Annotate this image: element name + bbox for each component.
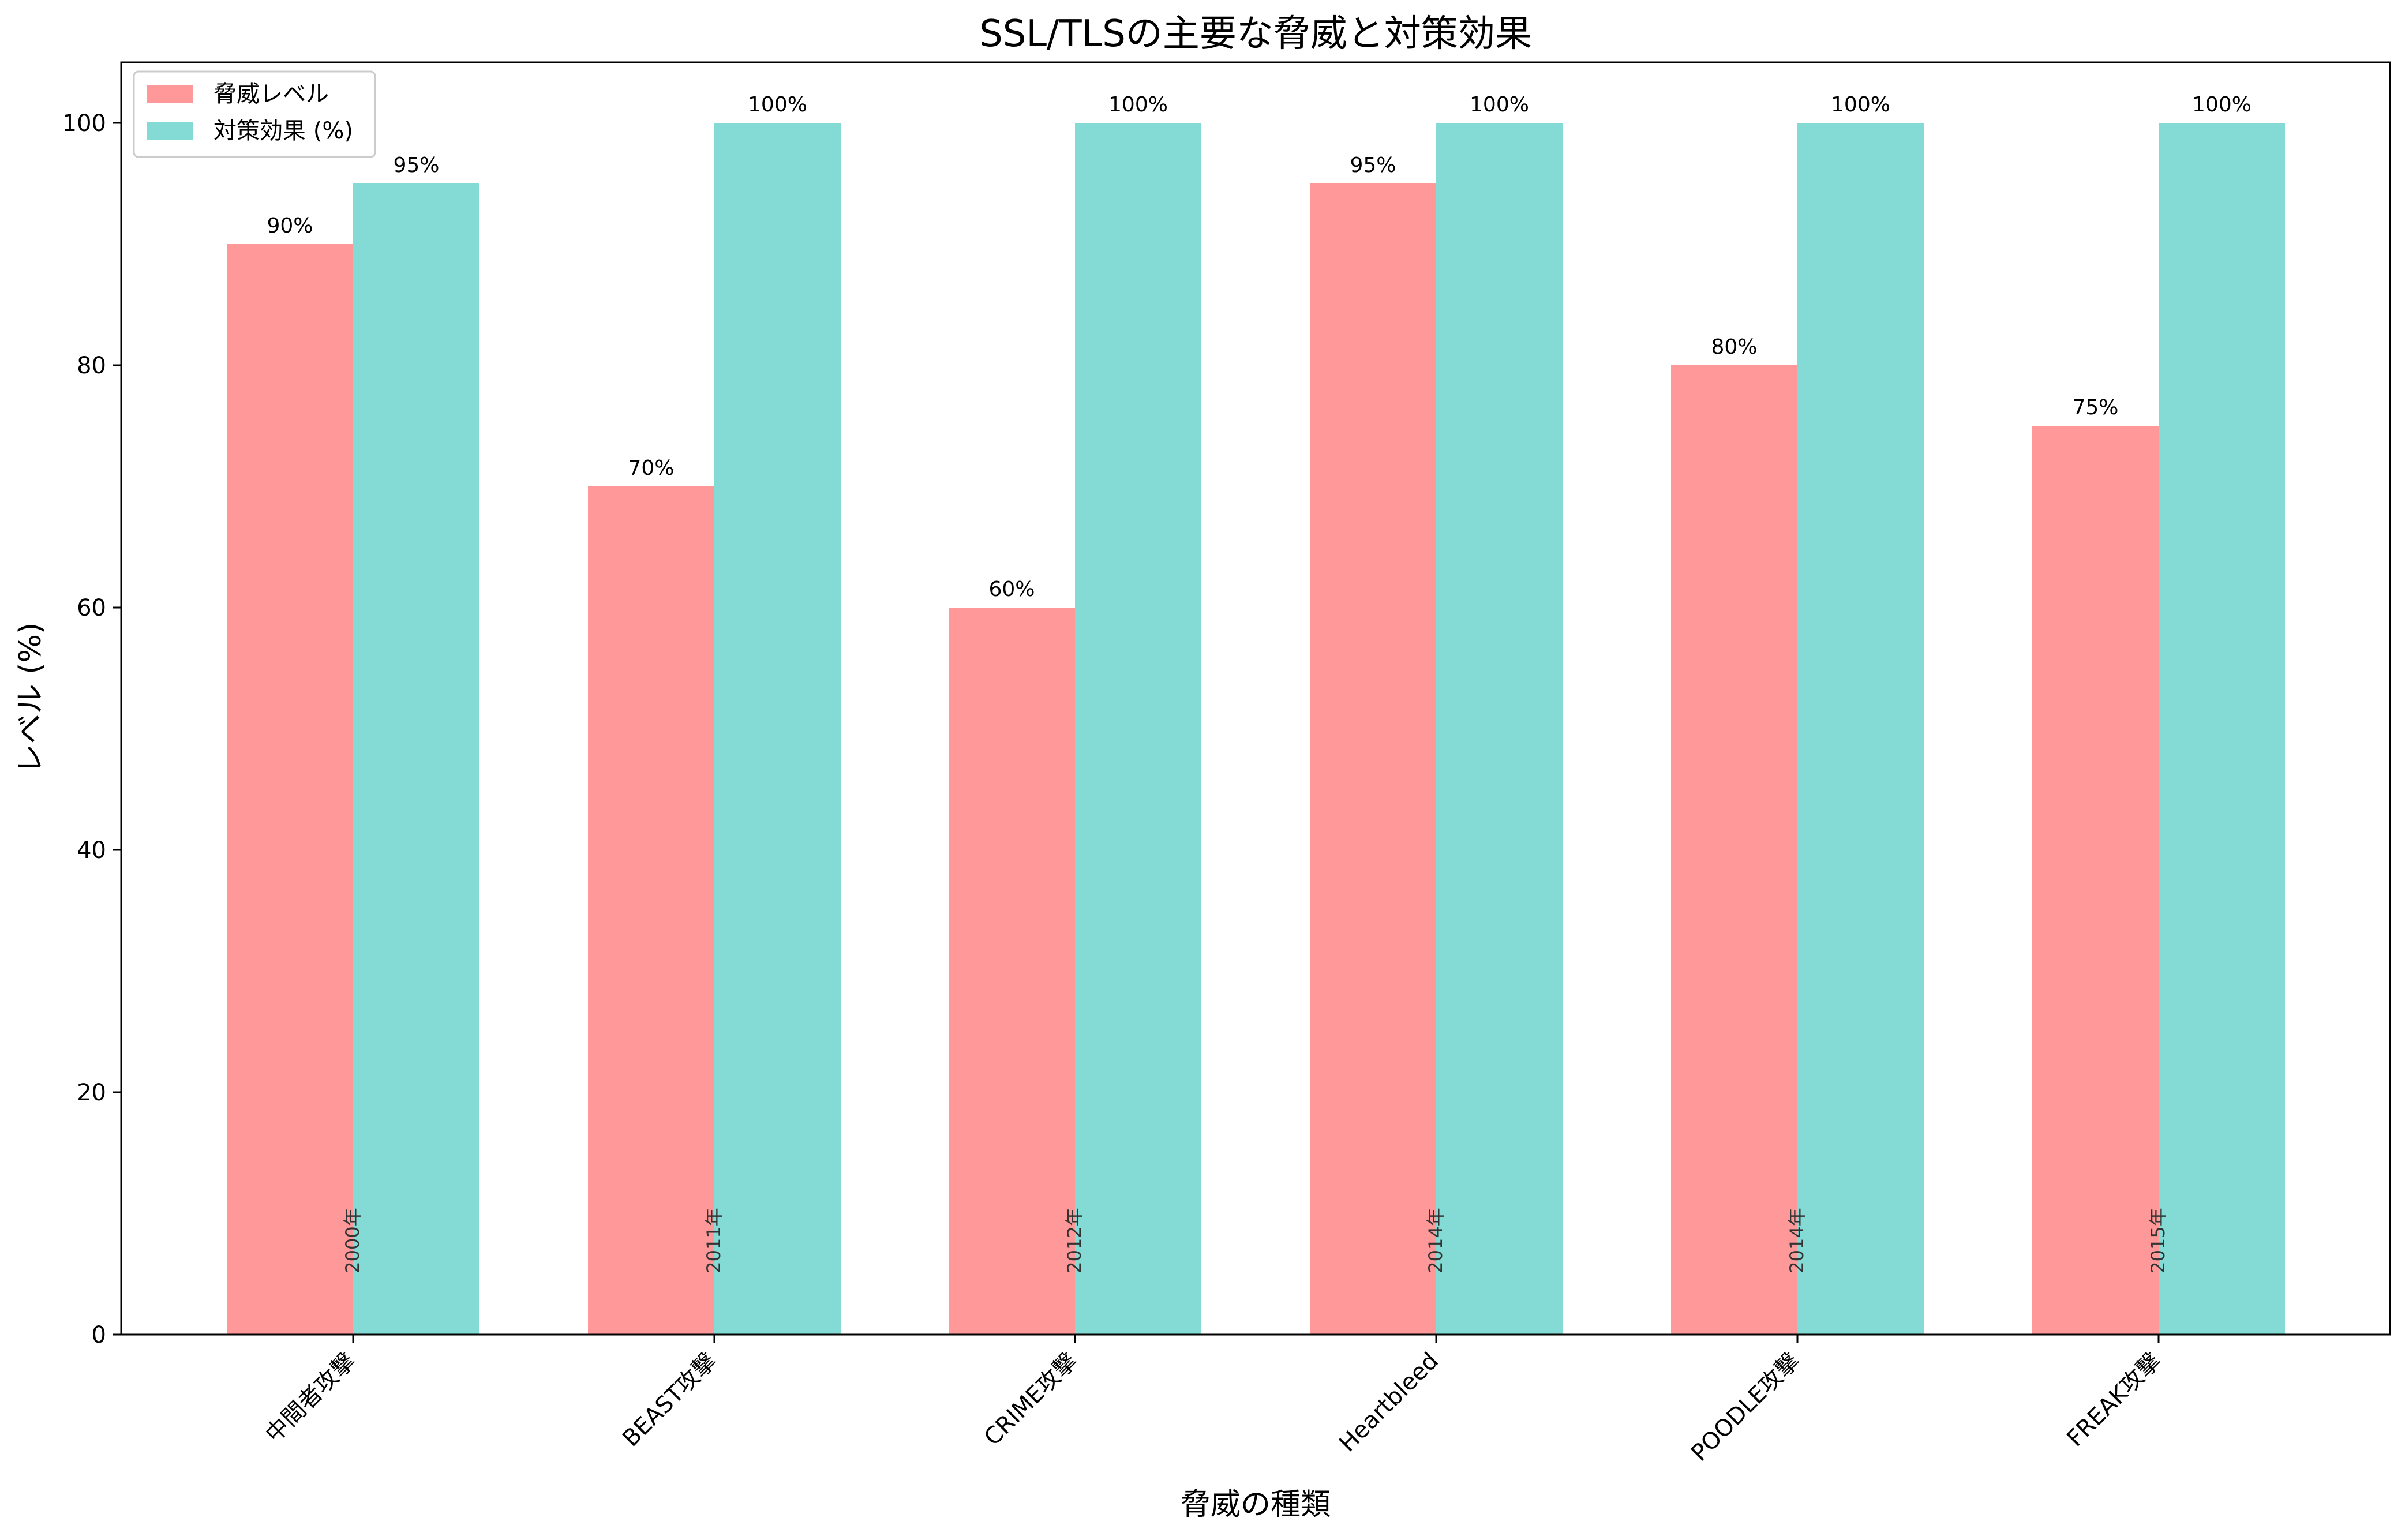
data-label-countermeasure-5: 100% [2192,93,2252,117]
x-tick-label-3: Heartbleed [1334,1348,1444,1457]
chart-title: SSL/TLSの主要な脅威と対策効果 [979,13,1532,55]
y-tick-label-5: 100 [62,110,106,137]
bar-countermeasure-0 [353,183,479,1335]
y-tick-label-1: 20 [77,1080,106,1106]
x-tick-label-5: FREAK攻撃 [2062,1348,2166,1452]
bar-threat-3 [1310,183,1436,1335]
bar-threat-5 [2032,426,2159,1335]
bar-countermeasure-1 [714,123,841,1335]
y-tick-label-0: 0 [92,1322,106,1348]
bar-countermeasure-5 [2159,123,2285,1335]
year-labels-group: 2000年 2011年 2012年 2014年 2014年 2015年 [342,1208,2169,1273]
data-label-countermeasure-1: 100% [748,93,807,117]
bar-threat-2 [949,608,1075,1335]
x-tick-label-2: CRIME攻撃 [979,1348,1082,1451]
legend-label-countermeasure: 対策効果 (%) [213,118,353,144]
legend-label-threat: 脅威レベル [213,81,329,107]
bar-threat-1 [588,486,714,1335]
data-label-countermeasure-0: 95% [393,153,439,177]
y-axis-label: レベル (%) [13,623,48,774]
data-label-threat-5: 75% [2072,396,2118,419]
year-label-2: 2012年 [1063,1208,1085,1273]
x-axis: 中間者攻撃 BEAST攻撃 CRIME攻撃 Heartbleed POODLE攻撃 FRE… [260,1335,2166,1467]
data-labels-group: 90% 95% 70% 100% 60% 100% 95% 100% 80% 100% 75% 100… [267,93,2251,601]
legend-swatch-countermeasure [147,122,193,140]
bar-threat-0 [227,244,353,1335]
x-tick-label-0: 中間者攻撃 [260,1348,361,1448]
legend: 脅威レベル 対策効果 (%) [133,70,376,158]
year-label-5: 2015年 [2147,1208,2169,1273]
bar-countermeasure-4 [1797,123,1924,1335]
year-label-1: 2011年 [703,1208,725,1273]
data-label-threat-3: 95% [1350,153,1396,177]
data-label-threat-2: 60% [988,578,1035,601]
bar-threat-4 [1671,365,1797,1335]
year-label-0: 2000年 [342,1208,364,1273]
legend-swatch-threat [147,85,193,103]
y-tick-label-2: 40 [77,837,106,864]
plot-frame [120,61,2391,1336]
x-tick-label-1: BEAST攻撃 [617,1348,722,1452]
data-label-countermeasure-2: 100% [1108,93,1168,117]
data-label-threat-0: 90% [267,214,313,238]
y-tick-label-4: 80 [77,353,106,379]
x-axis-label: 脅威の種類 [1181,1487,1331,1522]
data-label-countermeasure-4: 100% [1831,93,1890,117]
x-tick-label-4: POODLE攻撃 [1686,1348,1805,1467]
year-label-3: 2014年 [1425,1208,1447,1273]
legend-box [133,70,376,158]
y-tick-label-3: 60 [77,595,106,621]
data-label-countermeasure-3: 100% [1470,93,1529,117]
year-label-4: 2014年 [1786,1208,1808,1273]
y-axis: 0 20 40 60 80 100 [62,110,121,1348]
bar-countermeasure-2 [1075,123,1201,1335]
data-label-threat-4: 80% [1711,335,1757,359]
data-label-threat-1: 70% [628,456,674,480]
bars-group [227,123,2285,1335]
bar-countermeasure-3 [1436,123,1563,1335]
